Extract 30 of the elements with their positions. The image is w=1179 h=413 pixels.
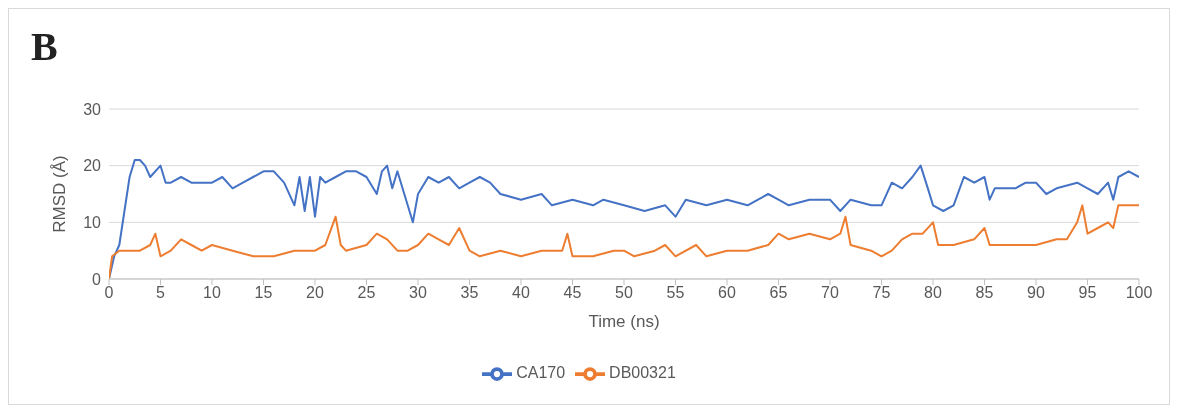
x-tick-label: 25 (357, 284, 376, 302)
legend-label: CA170 (516, 364, 566, 382)
x-tick-label: 65 (769, 284, 788, 302)
y-tick-label: 20 (83, 157, 102, 175)
x-tick-label: 75 (872, 284, 891, 302)
chart-title: B (31, 23, 58, 70)
x-tick-label: 95 (1078, 284, 1097, 302)
x-tick-label: 45 (563, 284, 582, 302)
x-tick-label: 100 (1125, 284, 1153, 302)
x-tick-label: 85 (975, 284, 994, 302)
y-tick-label: 30 (83, 100, 102, 118)
x-tick-label: 40 (512, 284, 530, 302)
x-tick-label: 80 (924, 284, 942, 302)
x-tick-label: 35 (460, 284, 479, 302)
x-axis-title: Time (ns) (588, 312, 660, 331)
y-tick-label: 10 (83, 214, 102, 232)
y-tick-label: 0 (92, 270, 102, 288)
x-tick-label: 55 (666, 284, 685, 302)
x-tick-label: 50 (615, 284, 633, 302)
x-tick-label: 60 (718, 284, 736, 302)
x-tick-label: 5 (156, 284, 166, 302)
x-tick-label: 20 (306, 284, 324, 302)
x-tick-label: 30 (409, 284, 427, 302)
legend-label: DB00321 (609, 364, 676, 382)
x-tick-label: 0 (104, 284, 114, 302)
x-tick-label: 70 (821, 284, 839, 302)
x-tick-label: 90 (1027, 284, 1045, 302)
x-tick-label: 10 (203, 284, 221, 302)
y-axis-title: RMSD (Å) (50, 155, 70, 233)
x-tick-label: 15 (254, 284, 273, 302)
